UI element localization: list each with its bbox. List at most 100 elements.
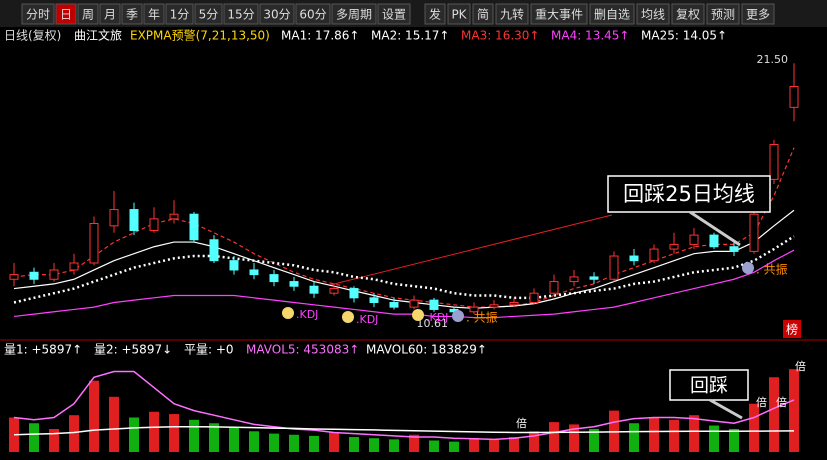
volume-bar bbox=[329, 432, 339, 452]
toolbar-label[interactable]: PK bbox=[451, 8, 467, 22]
toolbar-label[interactable]: 日 bbox=[60, 8, 72, 22]
toolbar-button[interactable] bbox=[377, 3, 411, 25]
toolbar-button[interactable] bbox=[495, 3, 529, 25]
toolbar-label[interactable]: 5分 bbox=[199, 8, 219, 22]
multiple-signal: 倍 bbox=[795, 359, 806, 373]
volume-bar bbox=[49, 429, 59, 452]
toolbar-button[interactable] bbox=[259, 3, 295, 25]
toolbar-button[interactable] bbox=[741, 3, 775, 25]
candle-body bbox=[9, 274, 19, 280]
ma-legend: MA3: 16.30↑ bbox=[461, 29, 539, 43]
toolbar-button[interactable] bbox=[121, 3, 143, 25]
candle-body bbox=[89, 223, 99, 264]
toolbar-label[interactable]: 1分 bbox=[170, 8, 190, 22]
toolbar-label[interactable]: 周 bbox=[82, 8, 94, 22]
toolbar-button[interactable] bbox=[530, 3, 588, 25]
trend-arrow bbox=[329, 214, 613, 286]
toolbar-label[interactable]: 发 bbox=[429, 7, 441, 22]
toolbar-button[interactable] bbox=[636, 3, 670, 25]
callout: 回踩25日均线 回踩 bbox=[607, 175, 771, 420]
volume-legend: MAVOL5: 453083↑ bbox=[246, 343, 359, 357]
ma-line bbox=[13, 235, 795, 304]
badge-text: 榜 bbox=[786, 322, 798, 337]
toolbar-label[interactable]: 九转 bbox=[500, 7, 524, 22]
volume-bar bbox=[69, 415, 79, 452]
callout-pointer bbox=[689, 210, 741, 247]
toolbar-label[interactable]: 季 bbox=[126, 8, 138, 22]
candle-body bbox=[469, 306, 479, 313]
volume-bar bbox=[249, 431, 259, 452]
toolbar-label[interactable]: 60分 bbox=[299, 8, 326, 22]
toolbar-button[interactable] bbox=[194, 3, 223, 25]
toolbar-button[interactable] bbox=[706, 3, 740, 25]
volume-bar bbox=[349, 437, 359, 452]
toolbar-button[interactable] bbox=[331, 3, 377, 25]
candle-body bbox=[629, 255, 639, 262]
signal-icon bbox=[452, 310, 464, 322]
volume-bar bbox=[29, 423, 39, 452]
toolbar-label[interactable]: 设置 bbox=[382, 8, 406, 22]
multiple-signal: 倍 bbox=[776, 395, 787, 409]
toolbar-button[interactable] bbox=[77, 3, 99, 25]
candle-body bbox=[529, 292, 539, 303]
badge bbox=[783, 320, 801, 338]
volume-bar bbox=[589, 429, 599, 452]
toolbar-label[interactable]: 多周期 bbox=[336, 8, 372, 22]
volume-bar bbox=[169, 414, 179, 452]
toolbar-button[interactable] bbox=[55, 3, 77, 25]
price-label: 10.61 bbox=[417, 317, 449, 330]
toolbar-label[interactable]: 简 bbox=[477, 8, 489, 22]
toolbar-label[interactable]: 月 bbox=[104, 8, 116, 22]
kdj-signal: .KDJ bbox=[296, 308, 318, 321]
volume-bar bbox=[569, 424, 579, 452]
toolbar-button[interactable] bbox=[671, 3, 705, 25]
toolbar-label[interactable]: 预测 bbox=[711, 8, 735, 22]
candle-body bbox=[589, 276, 599, 280]
toolbar-button[interactable] bbox=[447, 3, 471, 25]
volume-ma-line bbox=[13, 425, 795, 436]
volume-bar bbox=[649, 417, 659, 452]
volume-bar bbox=[369, 438, 379, 452]
volume-bar bbox=[409, 434, 419, 452]
toolbar-button[interactable] bbox=[21, 3, 55, 25]
toolbar-label[interactable]: 复权 bbox=[676, 8, 700, 22]
toolbar-button[interactable] bbox=[143, 3, 165, 25]
toolbar-label[interactable]: 均线 bbox=[641, 8, 665, 22]
toolbar-button[interactable] bbox=[295, 3, 331, 25]
toolbar-button[interactable] bbox=[589, 3, 635, 25]
toolbar-label[interactable]: 更多 bbox=[746, 8, 770, 22]
volume-bar bbox=[509, 437, 519, 452]
volume-bar bbox=[449, 441, 459, 452]
toolbar-label[interactable]: 删自选 bbox=[594, 8, 630, 22]
ma-line bbox=[13, 147, 795, 308]
toolbar-button[interactable] bbox=[424, 3, 446, 25]
toolbar-label[interactable]: 分时 bbox=[26, 8, 50, 22]
volume-bar bbox=[769, 377, 779, 452]
toolbar-label[interactable]: 15分 bbox=[227, 8, 254, 22]
price-label: 21.50 bbox=[757, 53, 789, 66]
volume-bar bbox=[469, 438, 479, 452]
signals: .KDJ .KDJ .KDJ . 共振 . 共振 倍 倍 倍 倍 bbox=[282, 262, 806, 430]
toolbar-label[interactable]: 重大事件 bbox=[535, 8, 583, 22]
signal-icon bbox=[742, 262, 754, 274]
volume-bar bbox=[229, 426, 239, 452]
ma-line bbox=[13, 249, 795, 319]
toolbar-label[interactable]: 30分 bbox=[263, 8, 290, 22]
candle-body bbox=[369, 297, 379, 303]
ma-legend: MA4: 13.45↑ bbox=[551, 29, 629, 43]
candle-body bbox=[349, 288, 359, 299]
multiple-signal: 倍 bbox=[756, 395, 767, 409]
toolbar-label[interactable]: 年 bbox=[148, 8, 160, 22]
toolbar-button[interactable] bbox=[165, 3, 194, 25]
candle-body bbox=[29, 271, 39, 280]
candle-body bbox=[409, 299, 419, 308]
candle-body bbox=[289, 281, 299, 287]
volume-bar bbox=[669, 419, 679, 452]
toolbar-button[interactable] bbox=[99, 3, 121, 25]
toolbar-button[interactable] bbox=[223, 3, 259, 25]
volume-bar bbox=[629, 423, 639, 452]
candle-body bbox=[729, 246, 739, 252]
toolbar-button[interactable] bbox=[472, 3, 494, 25]
callout-box bbox=[607, 175, 771, 213]
